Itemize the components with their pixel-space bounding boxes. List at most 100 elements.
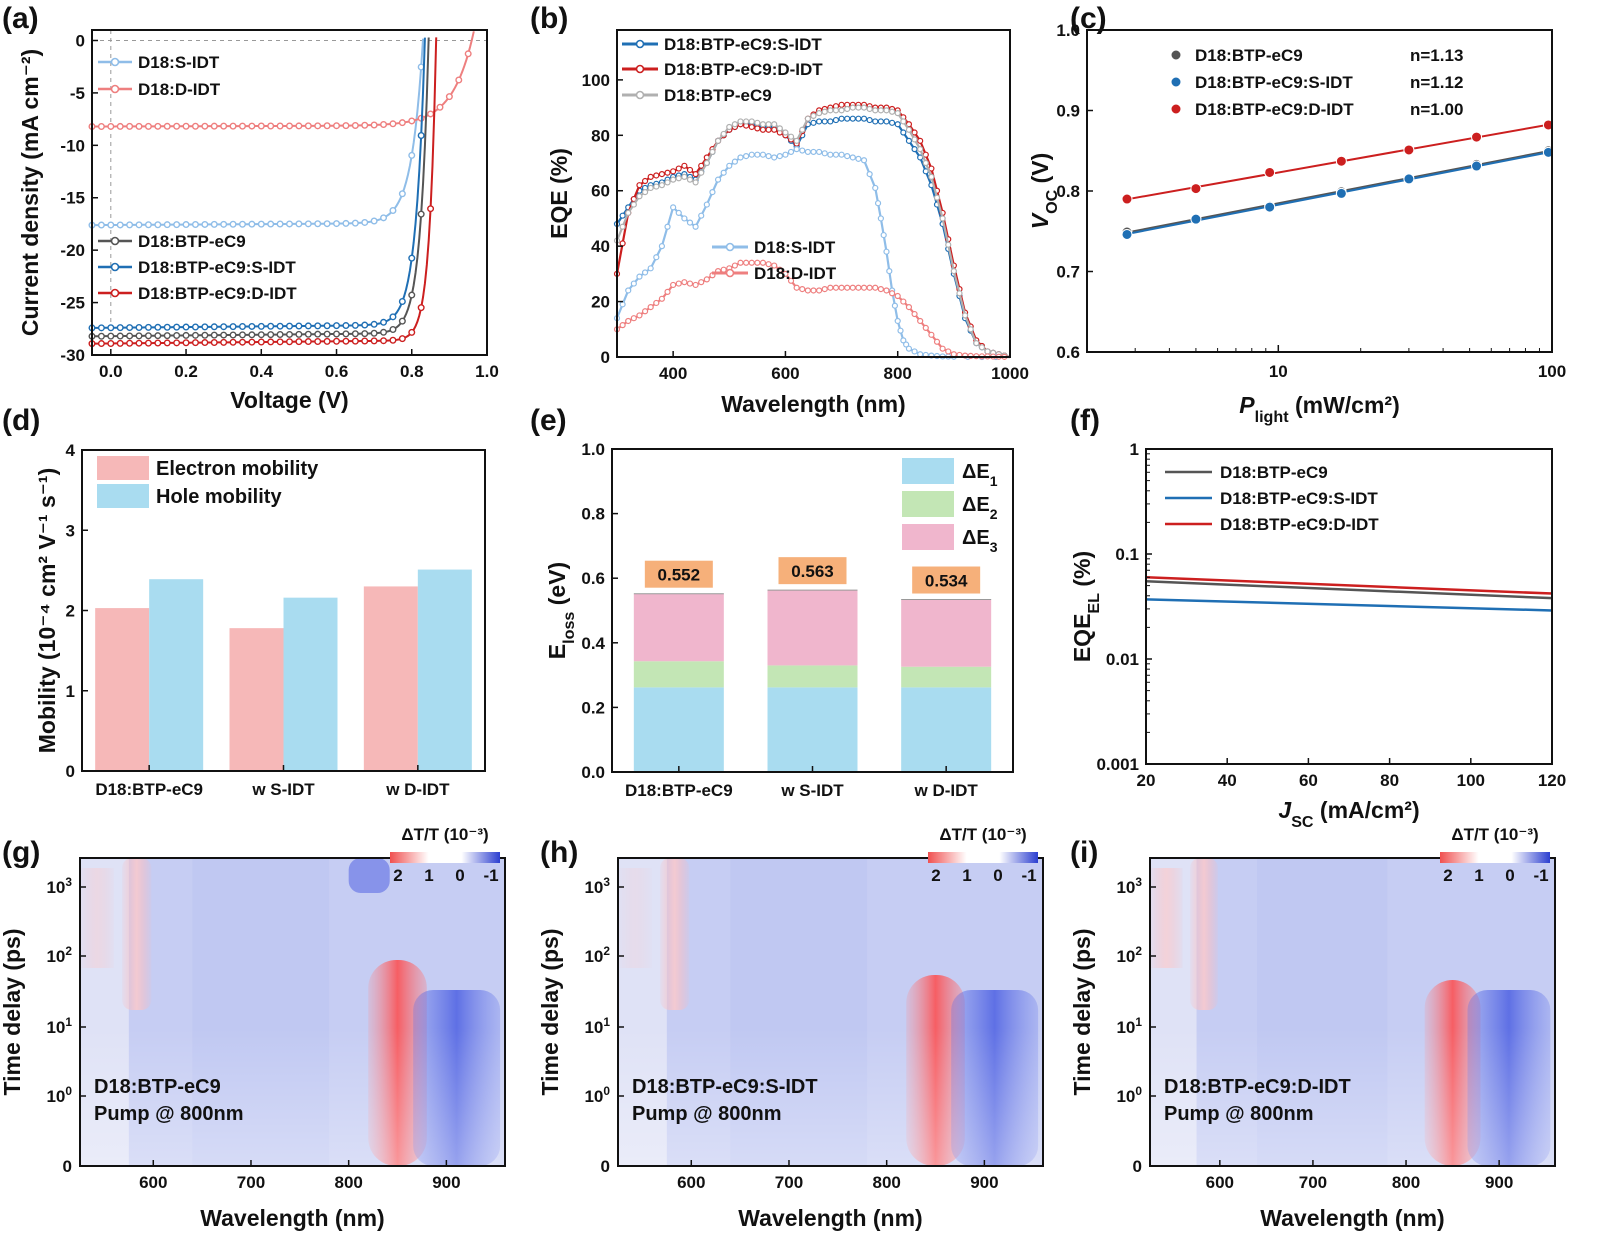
stack-1-2 bbox=[901, 666, 992, 688]
data-point bbox=[787, 277, 795, 284]
data-point bbox=[126, 324, 134, 332]
colorbar-tick-label: -1 bbox=[1021, 866, 1036, 885]
data-point bbox=[1403, 144, 1415, 156]
data-point bbox=[398, 119, 406, 127]
legend-label: ΔE1 bbox=[962, 461, 998, 489]
data-point bbox=[408, 117, 416, 125]
legend-marker bbox=[110, 288, 120, 298]
data-point bbox=[692, 281, 699, 289]
data-point bbox=[894, 110, 901, 117]
data-point bbox=[883, 118, 890, 125]
plot-frame bbox=[611, 448, 1014, 773]
chart-d: D18:BTP-eC9 w S-IDT w D-IDT 0 1 2 3 4 Mobility (… bbox=[2, 404, 486, 799]
data-point bbox=[116, 221, 124, 229]
data-point bbox=[201, 331, 209, 339]
data-point bbox=[821, 108, 828, 115]
x-tick-label: 120 bbox=[1538, 771, 1566, 790]
data-point bbox=[866, 105, 873, 113]
colorbar-tick-label: -1 bbox=[1533, 866, 1548, 885]
data-point bbox=[692, 171, 699, 178]
data-point bbox=[248, 220, 256, 228]
colorbar-tick-label: 0 bbox=[1505, 866, 1514, 885]
data-point bbox=[144, 122, 152, 130]
panel-label: (c) bbox=[1070, 2, 1107, 35]
data-point bbox=[210, 331, 218, 339]
data-point bbox=[342, 330, 350, 338]
legend-label: D18:BTP-eC9:S-IDT bbox=[138, 258, 296, 277]
data-point bbox=[821, 286, 828, 293]
y-axis-label: VOC (V) bbox=[1027, 153, 1061, 230]
sample-label: D18:BTP-eC9:S-IDT bbox=[632, 1076, 818, 1098]
legend-label: D18:S-IDT bbox=[138, 53, 220, 72]
category-label: w D-IDT bbox=[385, 780, 450, 799]
data-point bbox=[1471, 131, 1483, 143]
data-point bbox=[832, 151, 840, 158]
data-point bbox=[229, 220, 237, 228]
chart-c: 10 100 0.6 0.7 0.8 0.9 1.0 Plight (mW/cm²) VOC (… bbox=[1027, 2, 1566, 426]
y-tick-label: 100 bbox=[584, 1084, 610, 1106]
data-point bbox=[900, 118, 907, 125]
colorbar-tick-label: 2 bbox=[1443, 866, 1452, 885]
total-label: 0.552 bbox=[658, 566, 701, 585]
legend-swatch bbox=[902, 491, 954, 517]
data-point bbox=[838, 107, 845, 114]
data-point bbox=[182, 323, 190, 331]
legend-label: D18:BTP-eC9 bbox=[664, 86, 772, 105]
data-point bbox=[636, 193, 643, 200]
data-point bbox=[173, 122, 181, 130]
data-point bbox=[855, 104, 862, 111]
data-point bbox=[276, 322, 284, 330]
data-point bbox=[380, 318, 388, 326]
data-point bbox=[636, 182, 643, 189]
x-axis-label: Plight (mW/cm²) bbox=[1239, 392, 1399, 426]
data-point bbox=[917, 317, 924, 325]
data-point bbox=[900, 298, 907, 305]
data-point bbox=[417, 132, 425, 140]
y-tick-label: 4 bbox=[66, 441, 76, 460]
stack-2-0 bbox=[633, 593, 724, 662]
data-point bbox=[154, 339, 162, 347]
data-point bbox=[436, 103, 444, 111]
data-point bbox=[116, 324, 124, 332]
data-point bbox=[342, 219, 350, 227]
data-point bbox=[464, 50, 472, 58]
data-point bbox=[630, 280, 637, 287]
data-point bbox=[917, 137, 924, 144]
data-point bbox=[945, 241, 952, 248]
data-point bbox=[681, 173, 688, 180]
category-label: w S-IDT bbox=[780, 781, 844, 800]
stack-0-2 bbox=[901, 687, 992, 772]
data-point bbox=[229, 323, 237, 331]
x-tick-label: 800 bbox=[1392, 1173, 1420, 1192]
y-tick-label: -20 bbox=[60, 241, 85, 260]
y-axis-label: EQEEL (%) bbox=[1069, 551, 1103, 662]
data-point bbox=[838, 151, 845, 158]
data-point bbox=[370, 121, 378, 129]
data-point bbox=[827, 151, 834, 158]
x-tick-label: 600 bbox=[677, 1173, 705, 1192]
data-point bbox=[855, 155, 862, 162]
data-point bbox=[776, 152, 783, 160]
data-point bbox=[810, 119, 817, 126]
data-point bbox=[737, 154, 744, 161]
data-point bbox=[844, 105, 851, 113]
data-point bbox=[675, 165, 682, 172]
data-point bbox=[361, 321, 369, 329]
y-tick-label: 0.0 bbox=[581, 763, 605, 782]
data-point bbox=[653, 254, 660, 261]
data-point bbox=[154, 122, 162, 130]
data-point bbox=[911, 348, 918, 355]
data-point bbox=[107, 324, 115, 332]
data-point bbox=[238, 220, 246, 228]
data-point bbox=[389, 207, 397, 215]
y-tick-label: 0.4 bbox=[581, 634, 605, 653]
y-axis-label: Eloss (eV) bbox=[544, 562, 578, 659]
data-point bbox=[816, 287, 823, 294]
data-point bbox=[726, 162, 733, 169]
data-point bbox=[743, 118, 750, 125]
data-point bbox=[658, 295, 666, 302]
bar-0-2 bbox=[363, 586, 418, 771]
x-tick-label: 900 bbox=[432, 1173, 460, 1192]
y-tick-label: 103 bbox=[1116, 875, 1142, 897]
